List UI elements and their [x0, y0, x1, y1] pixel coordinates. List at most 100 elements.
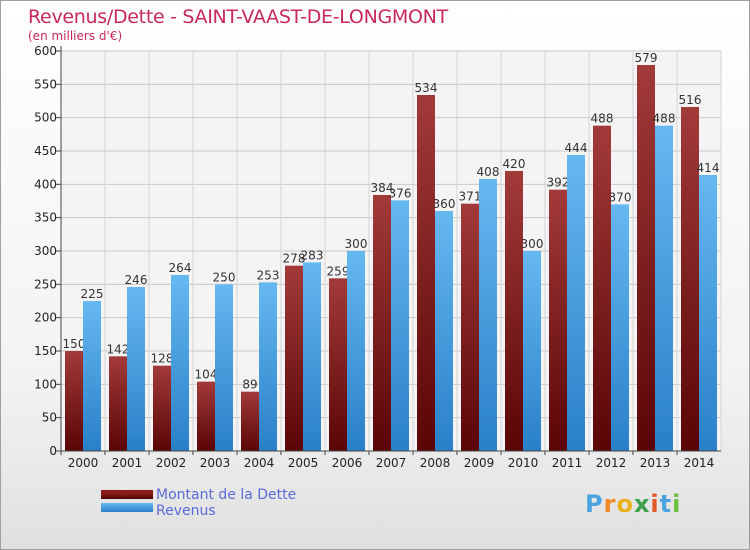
data-label-revenue: 360: [433, 197, 456, 211]
data-label-revenue: 250: [213, 270, 236, 284]
chart-subtitle: (en milliers d'€): [28, 29, 123, 43]
data-label-debt: 534: [415, 81, 438, 95]
bar-debt: [109, 356, 127, 451]
logo-letter: i: [650, 490, 660, 518]
logo-letter: x: [633, 490, 651, 518]
data-label-revenue: 246: [125, 273, 148, 287]
y-tick-label: 400: [34, 177, 57, 191]
bar-revenue: [83, 301, 101, 451]
bar-debt: [241, 391, 259, 451]
x-tick-label: 2012: [596, 456, 627, 470]
y-tick-label: 450: [34, 144, 57, 158]
bar-revenue: [303, 262, 321, 451]
data-label-revenue: 414: [697, 161, 720, 175]
bar-debt: [681, 107, 699, 451]
data-label-debt: 371: [459, 190, 482, 204]
data-label-debt: 516: [679, 93, 702, 107]
bar-debt: [461, 203, 479, 451]
data-label-debt: 259: [327, 264, 350, 278]
data-label-revenue: 488: [653, 112, 676, 126]
bar-debt: [65, 351, 83, 451]
bar-debt: [593, 125, 611, 452]
bar-revenue: [567, 155, 585, 451]
data-label-debt: 142: [107, 342, 130, 356]
proxiti-logo: Proxiti: [585, 490, 681, 518]
x-tick-label: 2007: [376, 456, 407, 470]
y-tick-label: 50: [42, 411, 57, 425]
y-tick-label: 100: [34, 377, 57, 391]
legend-swatch-revenue: [101, 503, 153, 512]
y-tick-label: 300: [34, 244, 57, 258]
x-tick-label: 2005: [288, 456, 319, 470]
bars: 150 142 128 104 89 278 259 384 534 371 420 392 488 57…: [63, 51, 720, 452]
axes: 0 50 100 150 200 250 300 350 400 450 500 550 600 2000…: [34, 44, 721, 470]
data-label-revenue: 253: [257, 268, 280, 282]
data-label-debt: 579: [635, 51, 658, 65]
bar-debt: [153, 365, 171, 451]
x-tick-label: 2011: [552, 456, 583, 470]
bar-debt: [329, 278, 347, 451]
y-tick-label: 200: [34, 311, 57, 325]
data-label-debt: 104: [195, 368, 218, 382]
bar-revenue: [215, 284, 233, 451]
x-tick-label: 2006: [332, 456, 363, 470]
data-label-revenue: 264: [169, 261, 192, 275]
chart-title: Revenus/Dette - SAINT-VAAST-DE-LONGMONT: [28, 6, 448, 28]
data-label-debt: 89: [242, 378, 257, 392]
bar-revenue: [171, 275, 189, 451]
x-tick-label: 2014: [684, 456, 715, 470]
data-label-revenue: 300: [345, 237, 368, 251]
y-tick-label: 250: [34, 277, 57, 291]
data-label-revenue: 300: [521, 237, 544, 251]
logo-letter: P: [585, 490, 604, 518]
bar-debt: [505, 171, 523, 451]
data-label-debt: 420: [503, 157, 526, 171]
bar-revenue: [259, 282, 277, 451]
y-tick-label: 500: [34, 111, 57, 125]
data-label-revenue: 376: [389, 186, 412, 200]
data-label-debt: 392: [547, 176, 570, 190]
logo-letter: r: [603, 490, 617, 518]
bar-revenue: [391, 200, 409, 451]
legend-label-debt: Montant de la Dette: [156, 487, 297, 503]
x-tick-label: 2001: [112, 456, 143, 470]
legend-swatch-debt: [101, 490, 153, 499]
bar-revenue: [435, 211, 453, 451]
x-tick-label: 2010: [508, 456, 539, 470]
x-tick-label: 2004: [244, 456, 275, 470]
x-tick-label: 2008: [420, 456, 451, 470]
data-label-revenue: 408: [477, 165, 500, 179]
x-tick-label: 2013: [640, 456, 671, 470]
bar-revenue: [655, 125, 673, 452]
y-tick-label: 600: [34, 44, 57, 58]
x-tick-label: 2000: [68, 456, 99, 470]
y-tick-label: 150: [34, 344, 57, 358]
data-label-debt: 278: [283, 252, 306, 266]
logo-letter: o: [616, 490, 634, 518]
data-label-revenue: 444: [565, 141, 588, 155]
y-tick-label: 350: [34, 211, 57, 225]
bar-debt: [197, 381, 215, 451]
x-tick-label: 2009: [464, 456, 495, 470]
x-tick-label: 2002: [156, 456, 187, 470]
y-tick-label: 0: [49, 444, 57, 458]
bar-revenue: [347, 251, 365, 451]
data-label-debt: 488: [591, 112, 614, 126]
bar-revenue: [699, 175, 717, 451]
bar-revenue: [127, 287, 145, 451]
data-label-debt: 150: [63, 337, 86, 351]
data-label-revenue: 370: [609, 190, 632, 204]
legend-label-revenue: Revenus: [156, 503, 216, 519]
bar-debt: [549, 189, 567, 451]
data-label-debt: 384: [371, 181, 394, 195]
y-tick-label: 550: [34, 77, 57, 91]
bar-debt: [637, 65, 655, 451]
data-label-revenue: 225: [81, 287, 104, 301]
bar-debt: [285, 265, 303, 451]
x-tick-label: 2003: [200, 456, 231, 470]
logo-letter: t: [659, 490, 673, 518]
data-label-revenue: 283: [301, 248, 324, 262]
logo-letter: i: [672, 490, 682, 518]
